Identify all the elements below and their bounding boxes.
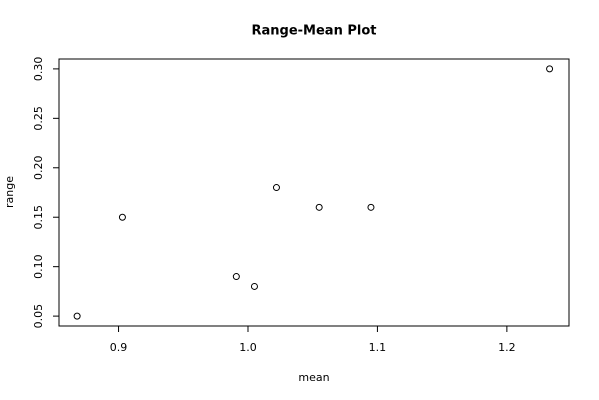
data-point	[232, 273, 240, 281]
x-tick-label: 1.1	[369, 341, 387, 354]
data-point	[546, 65, 554, 73]
y-tick-label: 0.30	[32, 57, 45, 82]
x-tick-label: 1.0	[239, 341, 257, 354]
x-tick-label: 0.9	[110, 341, 128, 354]
data-point	[315, 203, 323, 211]
data-point	[367, 203, 375, 211]
data-point	[250, 282, 258, 290]
data-point	[73, 312, 81, 320]
y-tick-label: 0.05	[32, 304, 45, 329]
y-tick-label: 0.15	[32, 205, 45, 230]
data-point	[118, 213, 126, 221]
x-tick-label: 1.2	[498, 341, 516, 354]
y-tick-label: 0.20	[32, 156, 45, 181]
plot-frame	[58, 58, 570, 327]
y-axis-label: range	[3, 176, 16, 208]
x-axis-label: mean	[298, 371, 329, 384]
data-point	[272, 184, 280, 192]
y-tick-label: 0.10	[32, 254, 45, 279]
y-tick-label: 0.25	[32, 106, 45, 131]
chart-title: Range-Mean Plot	[252, 24, 377, 39]
